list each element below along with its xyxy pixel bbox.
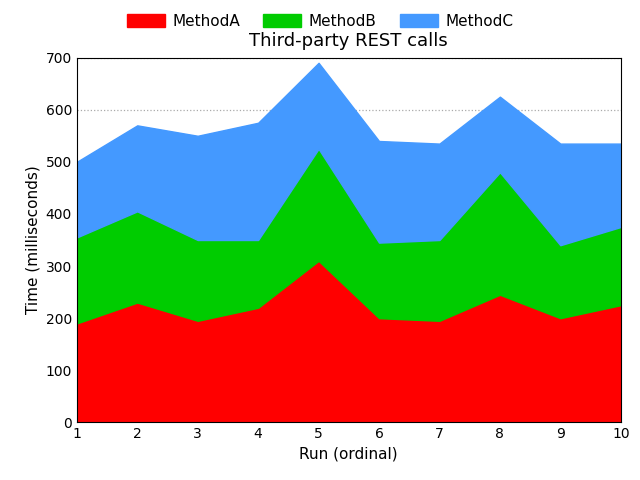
- X-axis label: Run (ordinal): Run (ordinal): [300, 447, 398, 462]
- Title: Third-party REST calls: Third-party REST calls: [250, 33, 448, 50]
- Y-axis label: Time (milliseconds): Time (milliseconds): [25, 166, 40, 314]
- Legend: MethodA, MethodB, MethodC: MethodA, MethodB, MethodC: [120, 8, 520, 35]
